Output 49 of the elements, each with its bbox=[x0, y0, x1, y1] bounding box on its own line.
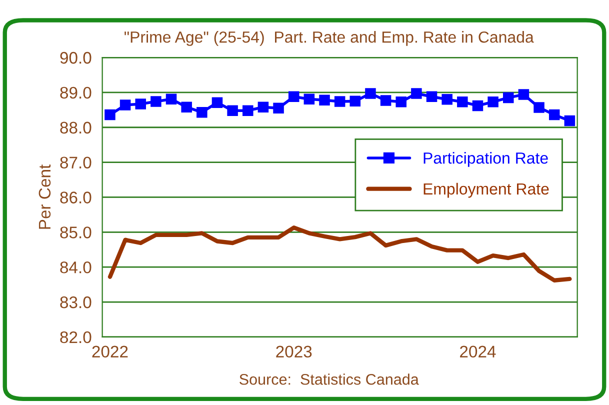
y-tick-label: 89.0 bbox=[60, 86, 92, 99]
point bbox=[319, 94, 330, 106]
point bbox=[350, 96, 361, 107]
point bbox=[120, 100, 131, 110]
y-tick-label: 82.0 bbox=[60, 331, 92, 344]
point bbox=[135, 98, 146, 110]
y-tick-label: 87.0 bbox=[60, 156, 92, 169]
point bbox=[150, 96, 162, 107]
point bbox=[365, 88, 376, 99]
point bbox=[534, 102, 544, 113]
y-tick-label: 86.0 bbox=[60, 192, 92, 204]
line-series bbox=[108, 226, 572, 282]
legend-label: Employment Rate bbox=[424, 182, 549, 198]
point bbox=[457, 96, 468, 108]
point bbox=[181, 102, 192, 112]
point bbox=[227, 105, 238, 116]
point bbox=[442, 94, 452, 105]
point bbox=[334, 96, 346, 107]
y-tick-label: 84.0 bbox=[60, 262, 92, 274]
point bbox=[380, 95, 392, 106]
point bbox=[411, 88, 422, 99]
point bbox=[502, 92, 514, 104]
point bbox=[212, 97, 223, 108]
y-tick-label: 83.0 bbox=[60, 296, 92, 308]
point bbox=[242, 105, 254, 116]
point bbox=[518, 89, 530, 100]
x-tick-label: 2024 bbox=[460, 346, 496, 358]
point bbox=[288, 91, 300, 102]
x-tick-label: 2023 bbox=[276, 346, 312, 358]
point bbox=[564, 115, 576, 126]
point bbox=[273, 102, 284, 114]
point bbox=[488, 96, 498, 108]
point bbox=[258, 102, 269, 112]
y-axis-title: Per Cent bbox=[38, 164, 51, 229]
y-tick-label: 90.0 bbox=[60, 52, 92, 64]
point bbox=[104, 109, 116, 120]
y-tick-label: 88.0 bbox=[60, 122, 92, 134]
point bbox=[304, 94, 315, 104]
x-tick-label: 2022 bbox=[92, 346, 128, 358]
legend-label: Participation Rate bbox=[424, 152, 548, 167]
point bbox=[166, 94, 177, 104]
point bbox=[396, 96, 406, 108]
point bbox=[426, 91, 438, 102]
source-note: Source: Statistics Canada bbox=[240, 374, 419, 385]
y-tick-label: 85.0 bbox=[60, 226, 92, 238]
point bbox=[196, 106, 208, 118]
point bbox=[548, 109, 560, 120]
chart-title: "Prime Age" (25-54) Part. Rate and Emp. Rate in Canada bbox=[124, 31, 534, 46]
point bbox=[472, 100, 484, 112]
